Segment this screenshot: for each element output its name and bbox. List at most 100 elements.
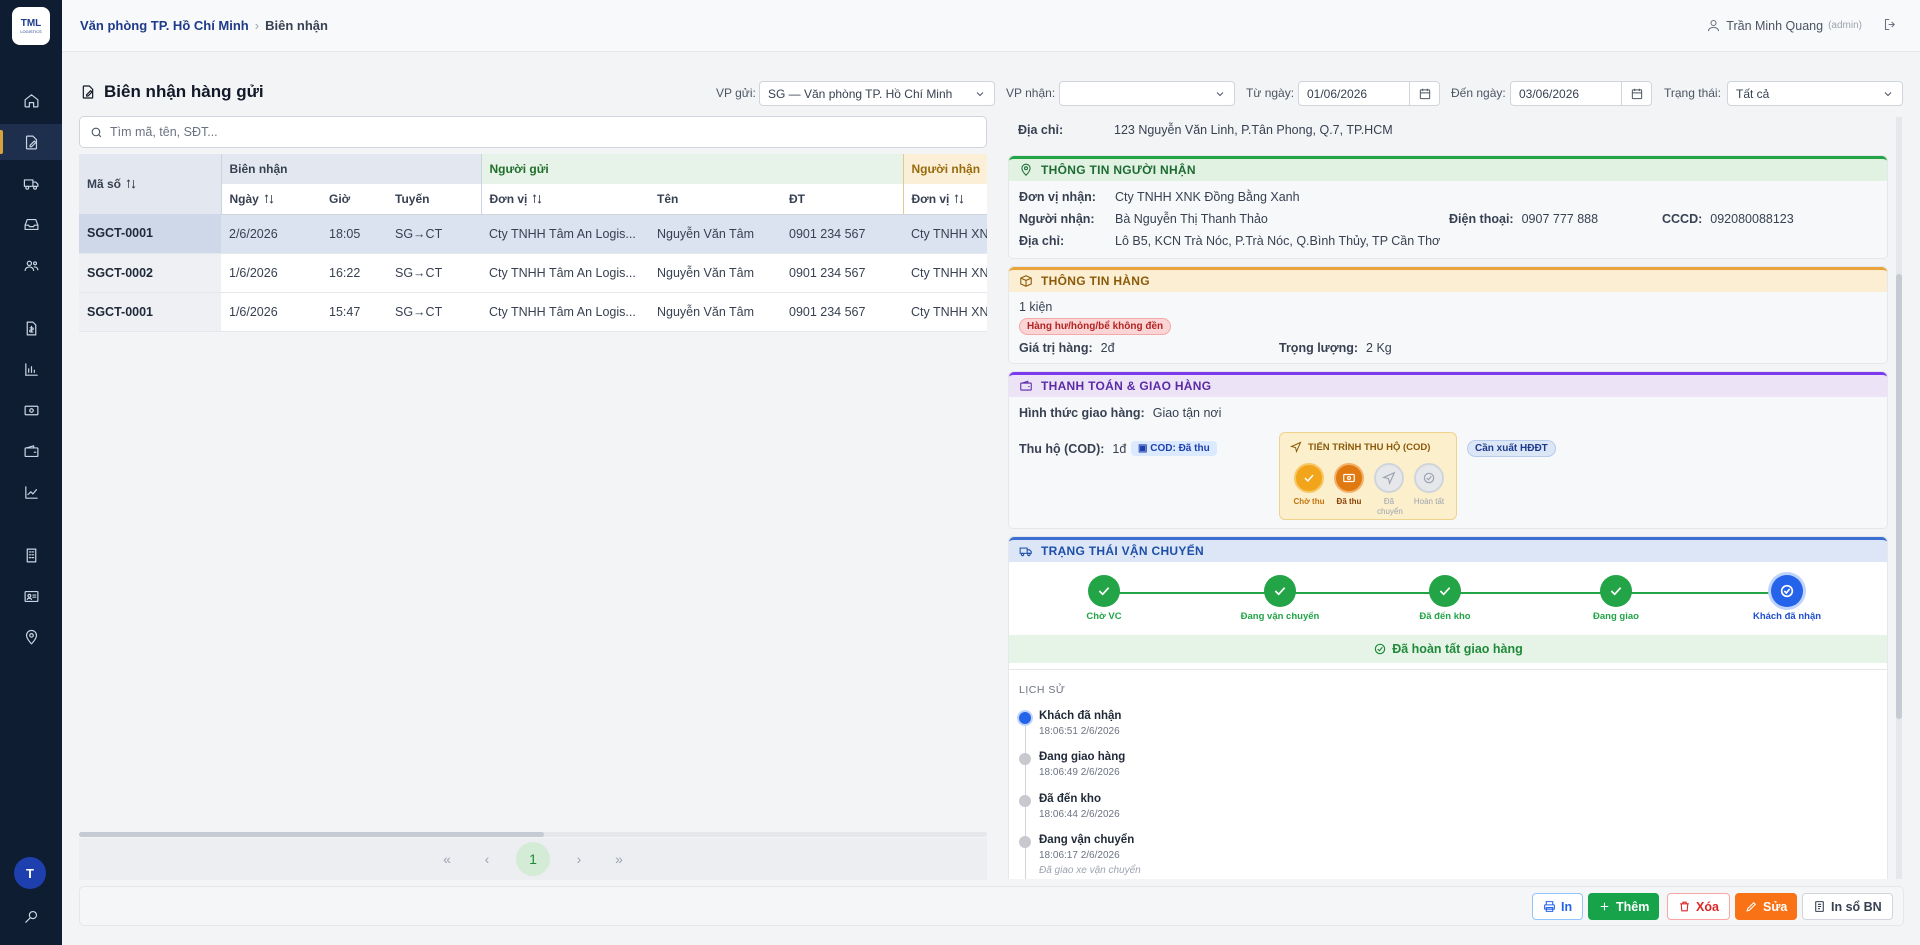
receiver-card: THÔNG TIN NGƯỜI NHẬN Đơn vị nhận: Cty TNH…	[1008, 155, 1888, 259]
building-icon	[26, 548, 36, 562]
goods-card-header: THÔNG TIN HÀNG	[1009, 267, 1887, 292]
trang-thai-select[interactable]: Tất cả	[1727, 81, 1903, 106]
scrollbar-thumb[interactable]	[1896, 274, 1902, 719]
table-row[interactable]: SGCT-0002 1/6/2026 16:22 SG→CT Cty TNHH …	[79, 253, 987, 293]
logo[interactable]: TML LOGISTICS	[12, 7, 50, 45]
nav-customers[interactable]	[0, 247, 62, 283]
print-book-button[interactable]: In sổ BN	[1802, 893, 1893, 920]
map-pin-icon	[25, 629, 37, 644]
first-page-button[interactable]: «	[443, 851, 451, 867]
cod-step-transferred	[1374, 463, 1404, 493]
receiver-cccd-row: CCCD: 092080088123	[1662, 212, 1794, 226]
trend-icon	[24, 485, 38, 499]
table-row[interactable]: SGCT-0001 2/6/2026 18:05 SG→CT Cty TNHH …	[79, 214, 987, 254]
col-don-vi-nhan[interactable]: Đơn vị	[903, 184, 987, 215]
cell-gio: 15:47	[321, 292, 387, 332]
col-don-vi-label: Đơn vị	[489, 191, 528, 206]
search-placeholder: Tìm mã, tên, SĐT...	[110, 125, 218, 139]
file-dollar-icon	[26, 321, 36, 335]
cod-progress-title: TIẾN TRÌNH THU HỘ (COD)	[1308, 441, 1431, 453]
receiver-unit-row: Đơn vị nhận: Cty TNHH XNK Đồng Bằng Xanh	[1019, 190, 1300, 204]
payment-card: THANH TOÁN & GIAO HÀNG Hình thức giao hà…	[1008, 371, 1888, 529]
prev-page-button[interactable]: ‹	[484, 851, 490, 867]
nav-home[interactable]	[0, 82, 62, 118]
scrollbar-thumb[interactable]	[79, 832, 544, 837]
col-ngay-label: Ngày	[229, 191, 259, 206]
logout-button[interactable]	[1883, 17, 1898, 35]
vp-nhan-select[interactable]	[1059, 81, 1235, 106]
sort-icon[interactable]	[125, 178, 137, 190]
next-page-button[interactable]: ›	[576, 851, 582, 867]
sort-icon[interactable]	[531, 193, 543, 205]
print-book-button-label: In sổ BN	[1831, 899, 1882, 914]
cell-ma: SGCT-0001	[79, 292, 221, 332]
sort-icon[interactable]	[263, 193, 275, 205]
col-ngay[interactable]: Ngày	[221, 184, 321, 215]
detail-scrollbar[interactable]	[1896, 117, 1902, 879]
calendar-button[interactable]	[1409, 82, 1439, 105]
nav-search[interactable]	[0, 898, 62, 934]
sort-icon[interactable]	[953, 193, 965, 205]
breadcrumb-parent[interactable]: Văn phòng TP. Hồ Chí Minh	[80, 18, 249, 33]
nav-transport[interactable]	[0, 165, 62, 201]
shipping-step: Đang vận chuyển	[1225, 575, 1335, 622]
nav-invoices[interactable]	[0, 310, 62, 346]
delete-button[interactable]: Xóa	[1667, 893, 1730, 920]
table-row[interactable]: SGCT-0001 1/6/2026 15:47 SG→CT Cty TNHH …	[79, 292, 987, 332]
sidebar: TML LOGISTICS T	[0, 0, 62, 945]
nav-wallet[interactable]	[0, 433, 62, 469]
goods-weight: 2 Kg	[1366, 341, 1392, 355]
nav-reports[interactable]	[0, 351, 62, 387]
nav-analytics[interactable]	[0, 474, 62, 510]
top-bar: Văn phòng TP. Hồ Chí Minh › Biên nhận Trần…	[62, 0, 1920, 52]
col-ten: Tên	[649, 184, 781, 215]
receiver-phone: 0907 777 888	[1521, 212, 1599, 226]
wallet-icon	[1020, 380, 1032, 391]
cod-progress-box: TIẾN TRÌNH THU HỘ (COD) Chờ thu Đã thu Đ…	[1279, 432, 1457, 520]
divider	[1009, 669, 1887, 670]
col-ma-so[interactable]: Mã số	[79, 154, 222, 214]
history-item-note: Đã giao xe vận chuyển	[1039, 865, 1141, 876]
nav-locations[interactable]	[0, 619, 62, 655]
cell-tuyen: SG→CT	[387, 253, 481, 293]
pencil-icon	[1746, 901, 1757, 912]
money-icon	[24, 405, 38, 415]
send-icon	[1382, 471, 1396, 485]
nav-receipts[interactable]	[0, 124, 62, 160]
tu-ngay-input[interactable]: 01/06/2026	[1298, 81, 1440, 106]
receipts-table: Mã số Biên nhận Người gửi Người nhận Ngà…	[79, 154, 987, 834]
print-button[interactable]: In	[1532, 893, 1584, 920]
cell-don-vi: Cty TNHH Tâm An Logis...	[481, 292, 649, 332]
den-ngay-input[interactable]: 03/06/2026	[1510, 81, 1652, 106]
shipping-title: TRẠNG THÁI VẬN CHUYỂN	[1041, 544, 1204, 558]
user-menu[interactable]: Trần Minh Quang (admin)	[1706, 18, 1862, 33]
nav-offices[interactable]	[0, 537, 62, 573]
chevron-right-icon: ›	[254, 18, 260, 33]
nav-cash[interactable]	[0, 392, 62, 428]
check-circle-icon	[1780, 584, 1794, 598]
search-input[interactable]: Tìm mã, tên, SĐT...	[79, 116, 987, 148]
invoice-badge: Cần xuất HĐĐT	[1467, 440, 1556, 457]
cod-step-label: Đã chuyển	[1377, 497, 1403, 516]
last-page-button[interactable]: »	[615, 851, 623, 867]
pagination: « ‹ 1 › »	[79, 838, 987, 880]
group-nguoi-nhan: Người nhận	[903, 154, 987, 184]
calendar-button[interactable]	[1621, 82, 1651, 105]
nav-inbox[interactable]	[0, 206, 62, 242]
calendar-icon	[1419, 88, 1430, 99]
cell-gio: 16:22	[321, 253, 387, 293]
vp-gui-select[interactable]: SG — Văn phòng TP. Hồ Chí Minh	[759, 81, 995, 106]
trang-thai-value: Tất cả	[1736, 86, 1770, 101]
logo-subtext: LOGISTICS	[20, 28, 42, 34]
col-don-vi[interactable]: Đơn vị	[481, 184, 649, 215]
page-1-button[interactable]: 1	[516, 842, 550, 876]
nav-id-cards[interactable]	[0, 578, 62, 614]
add-button[interactable]: Thêm	[1588, 893, 1660, 920]
printer-icon	[1544, 901, 1555, 912]
truck-icon	[1019, 547, 1032, 557]
edit-button[interactable]: Sửa	[1735, 893, 1798, 920]
horizontal-scrollbar[interactable]	[79, 832, 987, 837]
bar-chart-icon	[24, 362, 38, 376]
delivery-method-row: Hình thức giao hàng: Giao tận nơi	[1019, 406, 1221, 420]
avatar[interactable]: T	[14, 857, 46, 889]
